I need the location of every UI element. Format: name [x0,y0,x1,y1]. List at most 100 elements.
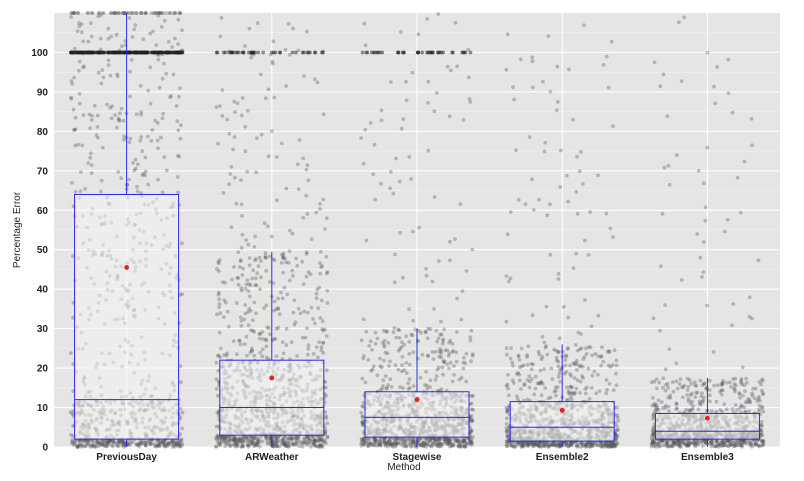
data-point [144,440,149,444]
data-point [305,439,310,444]
data-point [575,211,580,216]
data-point [325,435,330,440]
data-point [140,173,145,177]
data-point [426,148,431,153]
data-point [466,47,471,52]
data-point [226,438,231,443]
data-point [324,254,329,259]
data-point [111,439,116,444]
data-point [556,350,561,354]
data-point [419,443,424,447]
data-point [300,442,304,446]
data-point [394,156,398,161]
data-point [229,165,234,169]
data-point [366,358,371,362]
data-point [308,272,313,277]
data-point [249,434,254,439]
data-point [88,21,93,25]
data-point [274,354,279,358]
data-point [215,353,220,358]
data-point [246,242,251,247]
data-point [434,91,439,95]
data-point [382,440,387,445]
data-point [425,383,430,388]
data-point [708,399,712,404]
data-point [93,445,98,449]
data-point [263,255,268,260]
data-point [523,202,528,207]
data-point [156,443,161,448]
data-point [375,373,380,378]
data-point [224,435,229,440]
data-point [227,50,232,55]
data-point [579,332,583,336]
data-point [324,334,329,338]
data-point [419,443,423,447]
data-point [134,442,139,446]
data-point [69,96,73,101]
data-point [136,442,141,447]
data-point [319,348,324,353]
data-point [614,442,619,447]
data-point [109,11,113,15]
data-point [665,114,670,119]
data-point [586,366,591,371]
data-point [122,440,127,444]
data-point [224,353,229,358]
data-point [760,404,764,409]
data-point [97,441,102,446]
data-point [139,11,143,15]
data-point [88,155,93,160]
data-point [463,444,467,449]
data-point [397,336,402,340]
data-point [703,218,708,223]
data-point [253,283,257,288]
data-point [162,443,167,447]
data-point [156,443,161,448]
data-point [223,436,228,440]
data-point [372,142,377,147]
data-point [293,442,298,447]
data-point [175,442,180,447]
data-point [455,296,459,301]
data-point [70,441,74,445]
data-point [379,181,383,186]
data-point [282,442,286,447]
data-point [280,437,285,442]
data-point [238,342,243,347]
data-point [252,353,257,358]
data-point [291,274,295,278]
data-point [517,378,522,383]
data-point [255,437,260,441]
data-point [125,441,130,445]
data-point [75,444,79,449]
data-point [733,403,738,407]
data-point [121,118,126,123]
data-point [432,437,437,441]
data-point [440,342,445,346]
data-point [519,445,524,449]
data-point [448,258,452,263]
data-point [424,442,429,447]
data-point [243,303,248,307]
data-point [314,439,319,443]
data-point [238,258,243,262]
data-point [148,101,153,106]
data-point [121,445,126,449]
data-point [416,328,421,333]
data-point [257,441,261,445]
data-point [218,442,222,446]
data-point [268,436,272,441]
data-point [217,302,222,306]
data-point [272,444,276,449]
data-point [400,438,405,442]
data-point [574,368,579,372]
data-point [382,437,387,442]
data-point [606,363,611,368]
data-point [292,298,297,303]
data-point [246,310,250,314]
data-point [86,442,90,447]
data-point [105,102,109,107]
data-point [239,319,244,323]
data-point [457,377,462,382]
